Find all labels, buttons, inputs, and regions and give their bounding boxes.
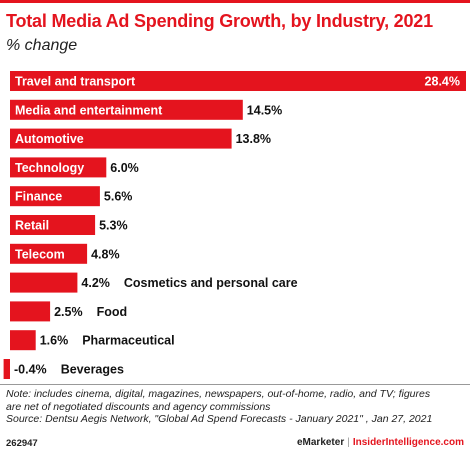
category-label-cosmetics-and-personal-care: Cosmetics and personal care xyxy=(124,276,298,290)
category-label-technology: Technology xyxy=(15,161,84,175)
top-rule xyxy=(0,0,470,3)
category-label-media-and-entertainment: Media and entertainment xyxy=(15,103,163,117)
note-line-1: Note: includes cinema, digital, magazine… xyxy=(6,388,431,400)
category-label-retail: Retail xyxy=(15,219,49,233)
category-label-automotive: Automotive xyxy=(15,132,84,146)
chart-id: 262947 xyxy=(6,438,38,449)
bar-automotive xyxy=(10,128,232,149)
chart-subtitle: % change xyxy=(6,37,78,54)
bar-finance xyxy=(10,186,100,207)
value-label-media-and-entertainment: 14.5% xyxy=(247,103,282,117)
bar-food xyxy=(10,301,51,322)
bar-retail xyxy=(10,215,96,235)
footer-rule xyxy=(0,384,470,385)
chart-title: Total Media Ad Spending Growth, by Indus… xyxy=(6,11,433,31)
value-label-beverages: -0.4% xyxy=(14,363,47,377)
bar-travel-and-transport xyxy=(10,71,466,91)
brand-separator: | xyxy=(347,437,350,448)
value-label-automotive: 13.8% xyxy=(236,132,271,146)
bar-chart: Travel and transport 28.4% Media and enter… xyxy=(3,71,466,379)
footer-brand: eMarketer | InsiderIntelligence.com xyxy=(297,437,464,448)
category-label-beverages: Beverages xyxy=(61,363,124,377)
value-label-technology: 6.0% xyxy=(110,161,139,175)
category-label-travel-and-transport: Travel and transport xyxy=(15,75,136,89)
insider-intelligence-link[interactable]: InsiderIntelligence.com xyxy=(352,437,464,448)
value-label-food: 2.5% xyxy=(54,305,83,319)
bar-pharmaceutical xyxy=(10,330,36,351)
value-label-pharmaceutical: 1.6% xyxy=(40,334,68,348)
value-label-cosmetics-and-personal-care: 4.2% xyxy=(81,276,110,290)
category-label-finance: Finance xyxy=(15,190,62,204)
category-label-telecom: Telecom xyxy=(15,247,65,261)
bar-media-and-entertainment xyxy=(10,99,243,120)
value-label-retail: 5.3% xyxy=(99,219,128,233)
category-label-food: Food xyxy=(97,305,128,319)
chart-note: Note: includes cinema, digital, magazine… xyxy=(6,388,468,426)
bar-beverages xyxy=(3,359,10,379)
bar-telecom xyxy=(10,243,88,264)
value-label-travel-and-transport: 28.4% xyxy=(425,75,460,89)
emarketer-logo: eMarketer xyxy=(296,437,345,448)
note-line-2: are net of negotiated discounts and agen… xyxy=(6,400,271,413)
category-label-pharmaceutical: Pharmaceutical xyxy=(82,334,174,348)
bar-cosmetics-and-personal-care xyxy=(10,272,78,293)
value-label-telecom: 4.8% xyxy=(91,247,120,261)
source-line: Source: Dentsu Aegis Network, "Global Ad… xyxy=(6,413,433,425)
bar-technology xyxy=(10,157,107,178)
value-label-finance: 5.6% xyxy=(104,190,132,204)
